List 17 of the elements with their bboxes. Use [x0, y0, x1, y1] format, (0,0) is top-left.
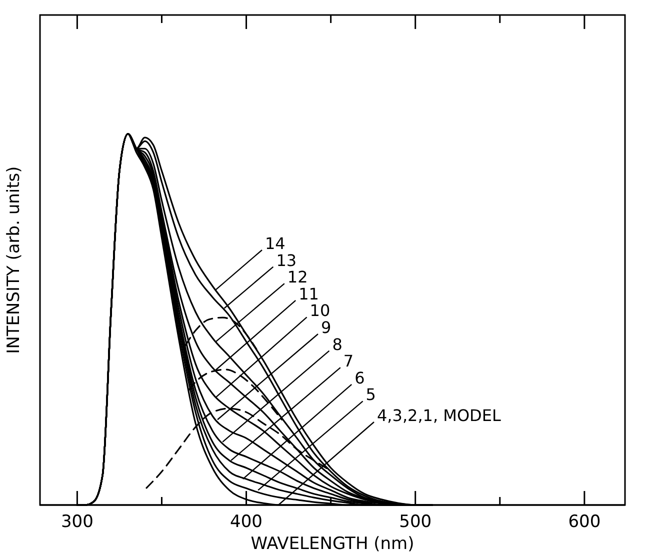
x-tick-label: 400: [230, 512, 262, 532]
annotation: 6: [354, 368, 365, 388]
annotation: 12: [287, 268, 308, 287]
annotation: 13: [276, 250, 297, 270]
annotation: 14: [265, 234, 286, 253]
y-axis-title: INTENSITY (arb. units): [4, 166, 24, 354]
x-axis-title: WAVELENGTH (nm): [250, 534, 414, 554]
annotation: 8: [332, 334, 342, 354]
x-tick-label: 500: [399, 512, 432, 532]
annotation: 10: [310, 301, 330, 320]
annotation: 4,3,2,1, MODEL: [377, 406, 501, 425]
annotation: 11: [298, 284, 319, 304]
annotation: 7: [343, 352, 354, 371]
x-tick-label: 300: [60, 512, 94, 532]
annotation: 5: [366, 385, 376, 404]
x-tick-label: 600: [568, 512, 601, 532]
annotation: 9: [321, 318, 332, 337]
